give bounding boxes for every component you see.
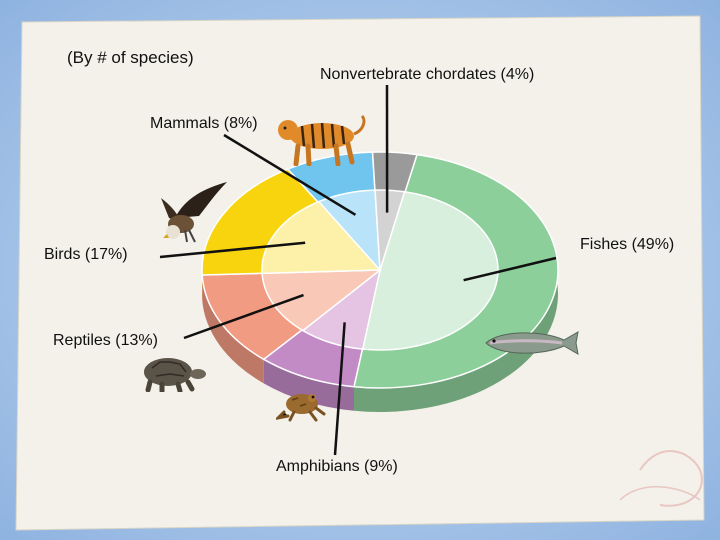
label-reptiles: Reptiles (13%) (53, 332, 158, 349)
label-nonvertebrate-chordates: Nonvertebrate chordates (4%) (320, 66, 535, 83)
eagle-icon (161, 182, 227, 243)
leader-line-amphibians (333, 322, 346, 456)
leader-line-reptiles (183, 293, 304, 340)
fish-icon (485, 331, 579, 355)
leader-lines (159, 84, 557, 456)
chart-subtitle: (By # of species) (67, 48, 194, 67)
pie-inner-birds (261, 200, 382, 275)
label-amphibians: Amphibians (9%) (276, 458, 398, 475)
pie-inner-nonvertebrate-chordates (374, 189, 406, 271)
pie-side-reptiles (202, 274, 264, 384)
leader-line-mammals (223, 133, 357, 216)
label-mammals: Mammals (8%) (150, 115, 258, 132)
pie-inner-group (261, 189, 499, 351)
label-birds: Birds (17%) (44, 246, 128, 263)
frog-icon (276, 394, 326, 422)
tiger-icon (278, 114, 366, 166)
pie-inner-fishes (361, 190, 499, 351)
pie-side-amphibians (263, 359, 354, 411)
label-fishes: Fishes (49%) (580, 236, 675, 253)
leader-line-birds (159, 241, 306, 259)
tortoise-icon (144, 358, 206, 392)
leader-line-fishes (463, 256, 557, 282)
